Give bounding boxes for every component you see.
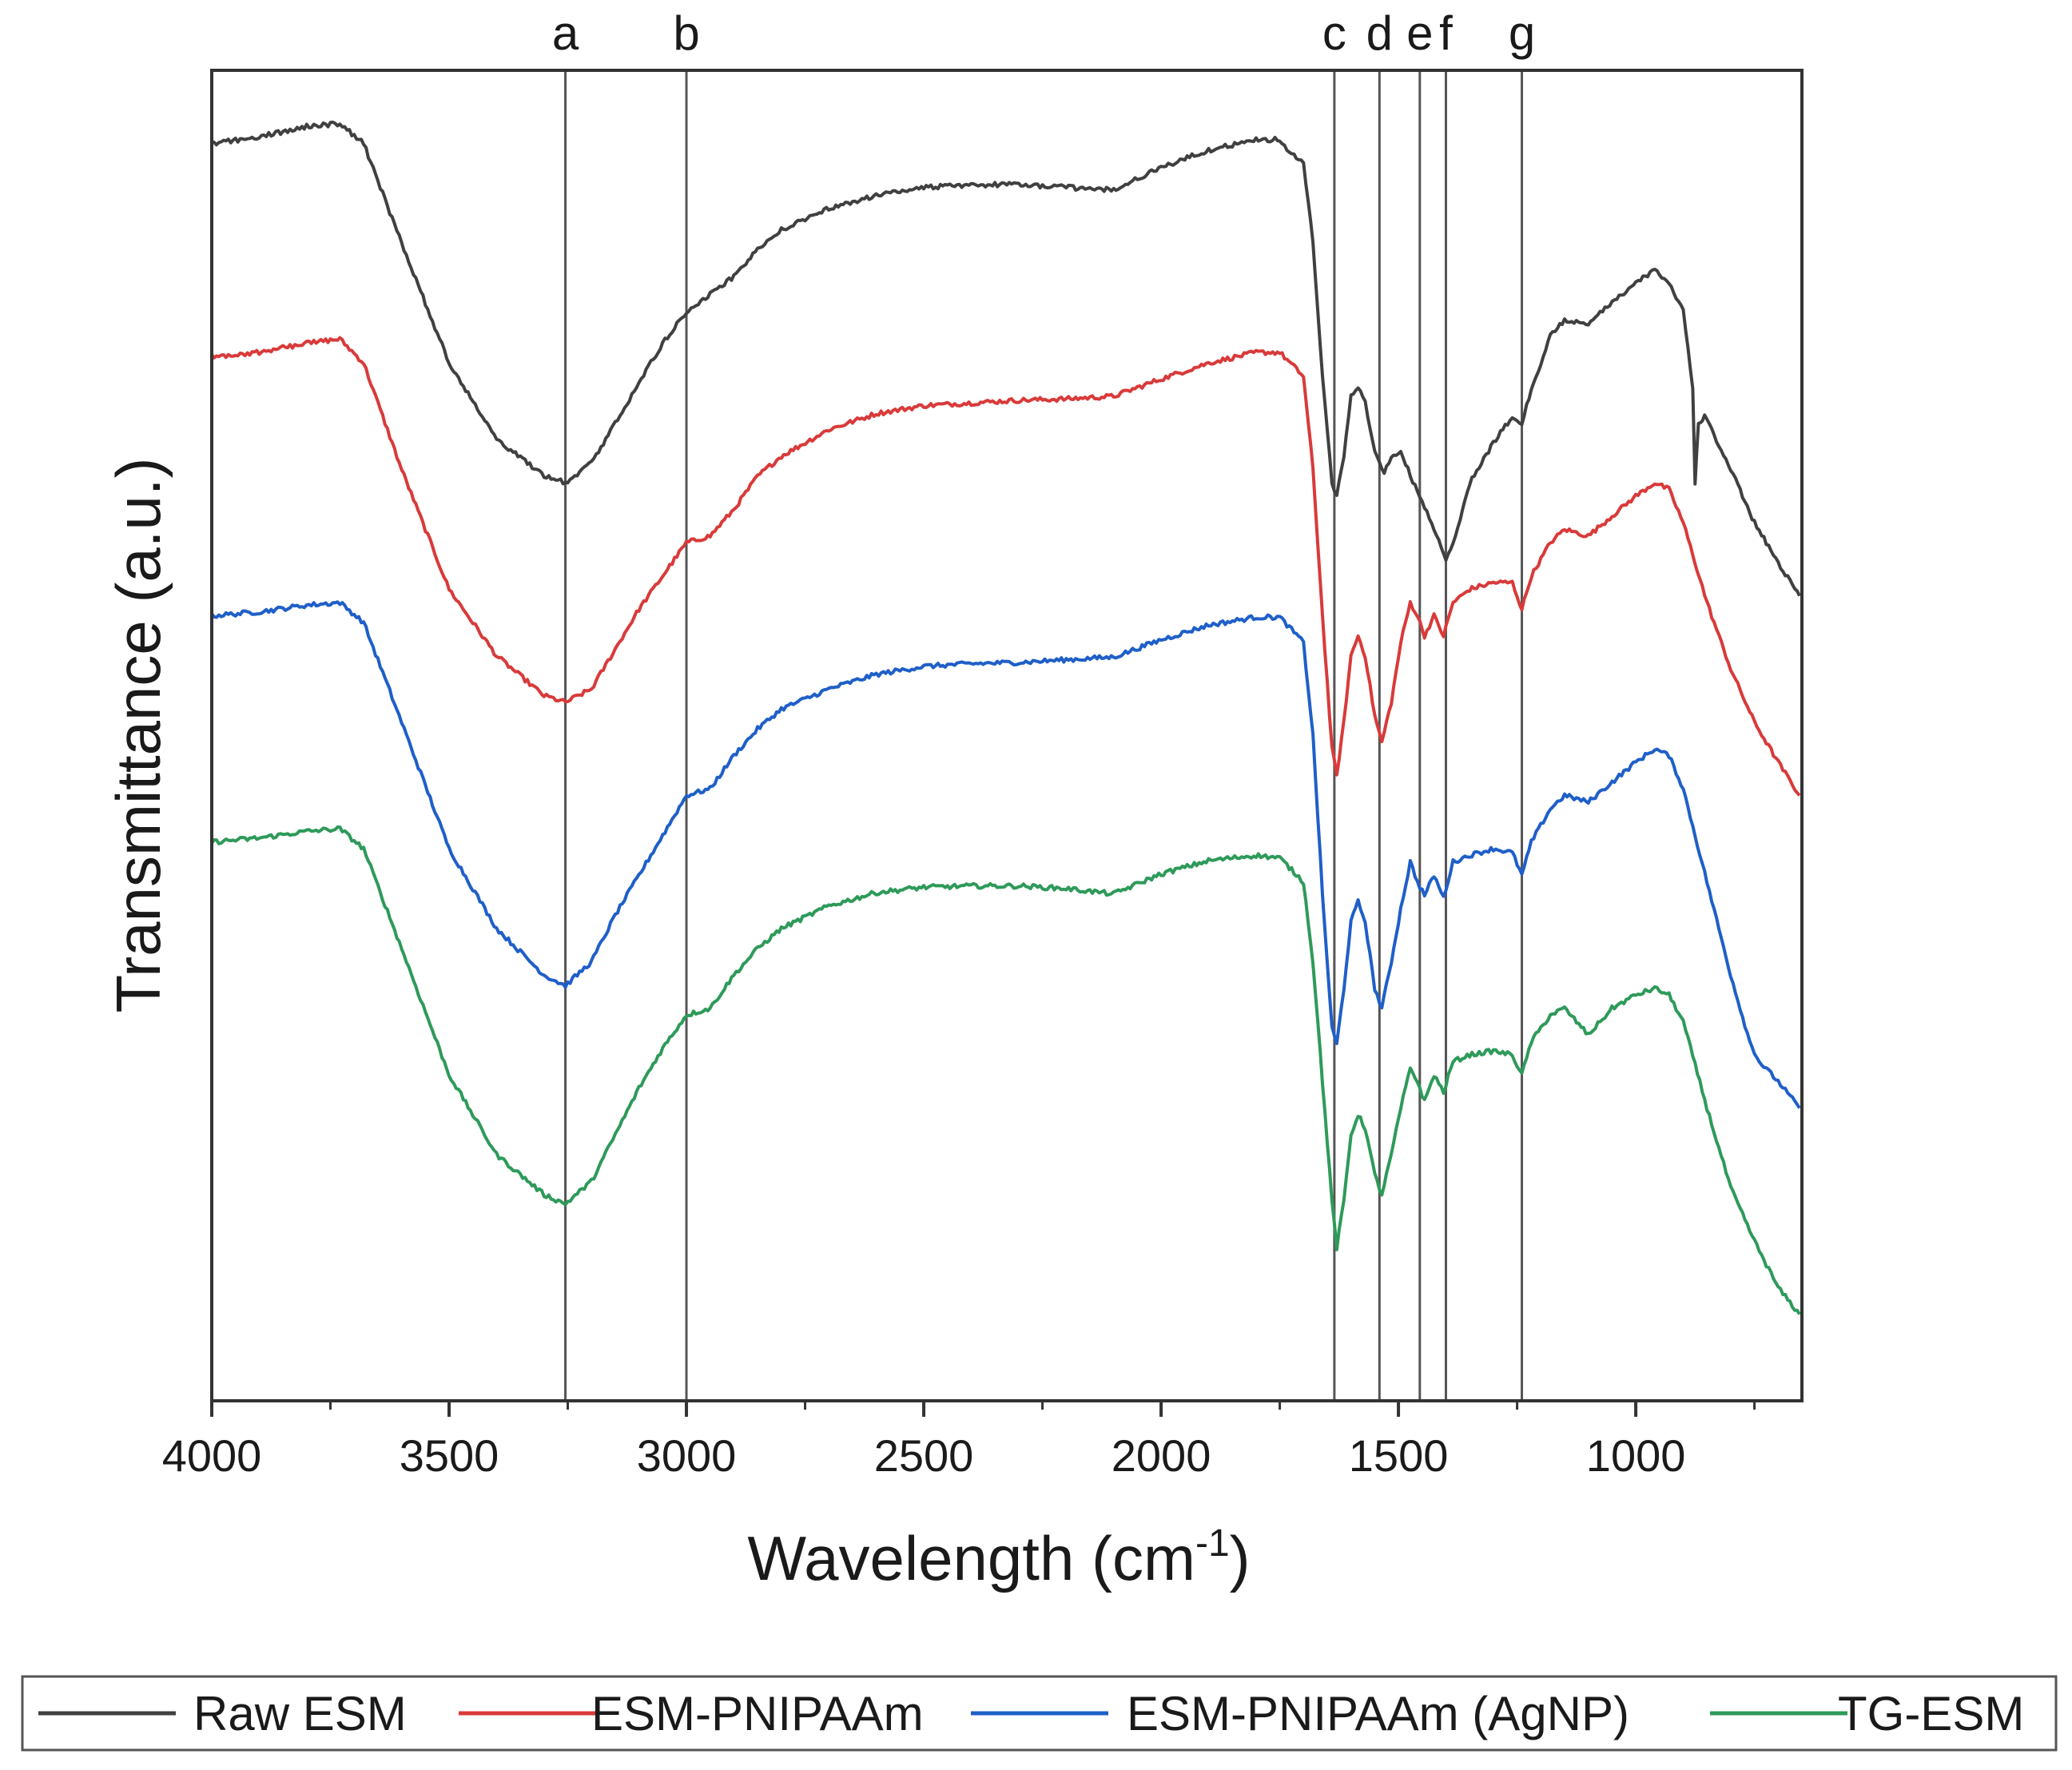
peak-label-c: c [1322, 6, 1346, 60]
series-line-3 [210, 825, 1801, 1315]
x-tick-label-3500: 3500 [400, 1430, 499, 1481]
peak-label-f: f [1439, 6, 1453, 60]
x-tick-label-2000: 2000 [1112, 1430, 1211, 1481]
peak-label-d: d [1366, 6, 1393, 60]
peak-marker-lines [564, 70, 1524, 1401]
series-line-1 [210, 336, 1801, 797]
x-tick-label-2500: 2500 [874, 1430, 974, 1481]
legend-label-3: TG-ESM [1838, 1687, 2024, 1740]
plot-frame [210, 69, 1804, 1402]
x-axis-title: Wavelength (cm-1) [747, 1522, 1250, 1593]
legend-label-1: ESM-PNIPAAm [591, 1687, 924, 1740]
legend-label-0: Raw ESM [193, 1687, 407, 1740]
peak-label-b: b [673, 6, 699, 60]
x-tick-label-1500: 1500 [1349, 1430, 1449, 1481]
x-tick-label-3000: 3000 [637, 1430, 737, 1481]
x-tick-label-1000: 1000 [1586, 1430, 1686, 1481]
legend: Raw ESM ESM-PNIPAAm ESM-PNIPAAm (AgNP) TG-E… [21, 1675, 2058, 1752]
legend-label-2: ESM-PNIPAAm (AgNP) [1127, 1687, 1629, 1740]
x-axis-ticks: 4000 3500 3000 2500 2000 1500 1000 [162, 1401, 1756, 1481]
peak-label-a: a [552, 6, 579, 60]
series-line-0 [211, 120, 1801, 597]
peak-label-g: g [1509, 6, 1535, 60]
y-axis-title: Transmittance (a.u.) [103, 458, 173, 1013]
series-lines [210, 120, 1801, 1315]
peak-label-e: e [1406, 6, 1433, 60]
series-line-2 [210, 600, 1801, 1109]
x-tick-label-4000: 4000 [162, 1430, 262, 1481]
